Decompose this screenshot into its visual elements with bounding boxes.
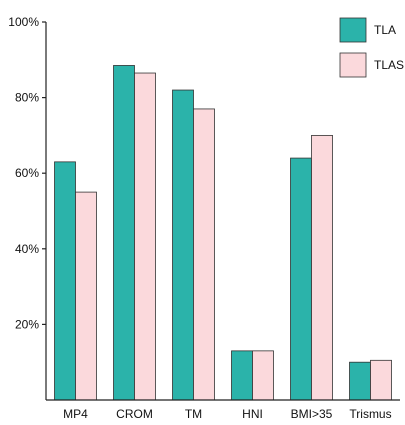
bar-tlas-1 xyxy=(134,72,156,401)
bar-tlas-0 xyxy=(75,191,97,401)
legend-label-tla: TLA xyxy=(374,23,396,37)
bar-tla-5 xyxy=(349,361,371,401)
legend-swatch-tlas xyxy=(339,52,367,78)
y-tick-label: 60% xyxy=(15,166,39,180)
bar-tlas-2 xyxy=(193,108,215,401)
y-tick-label: 20% xyxy=(15,317,39,331)
bar-tlas-4 xyxy=(311,134,333,401)
legend-swatch-tla xyxy=(339,17,367,43)
bar-tla-4 xyxy=(290,157,312,401)
x-category-label: TM xyxy=(185,407,202,421)
legend-label-tlas: TLAS xyxy=(374,58,404,72)
bars-group xyxy=(54,65,392,401)
bar-tla-2 xyxy=(172,89,194,401)
x-category-label: CROM xyxy=(116,407,153,421)
bar-tla-3 xyxy=(231,350,253,401)
bar-tla-1 xyxy=(113,65,135,401)
x-category-label: BMI>35 xyxy=(291,407,333,421)
y-tick-label: 40% xyxy=(15,242,39,256)
x-labels-group: MP4 CROM TM HNI BMI>35 Trismus xyxy=(63,407,391,421)
bar-tlas-5 xyxy=(370,359,392,401)
bar-tla-0 xyxy=(54,161,76,401)
axes-group xyxy=(45,22,400,401)
x-category-label: MP4 xyxy=(63,407,88,421)
y-tick-label: 100% xyxy=(8,15,39,29)
y-tick-label: 80% xyxy=(15,91,39,105)
x-category-label: HNI xyxy=(242,407,263,421)
bar-tlas-3 xyxy=(252,350,274,401)
x-category-label: Trismus xyxy=(349,407,391,421)
y-ticks-group: 20% 40% 60% 80% 100% xyxy=(8,15,46,331)
legend: TLA TLAS xyxy=(339,17,404,78)
